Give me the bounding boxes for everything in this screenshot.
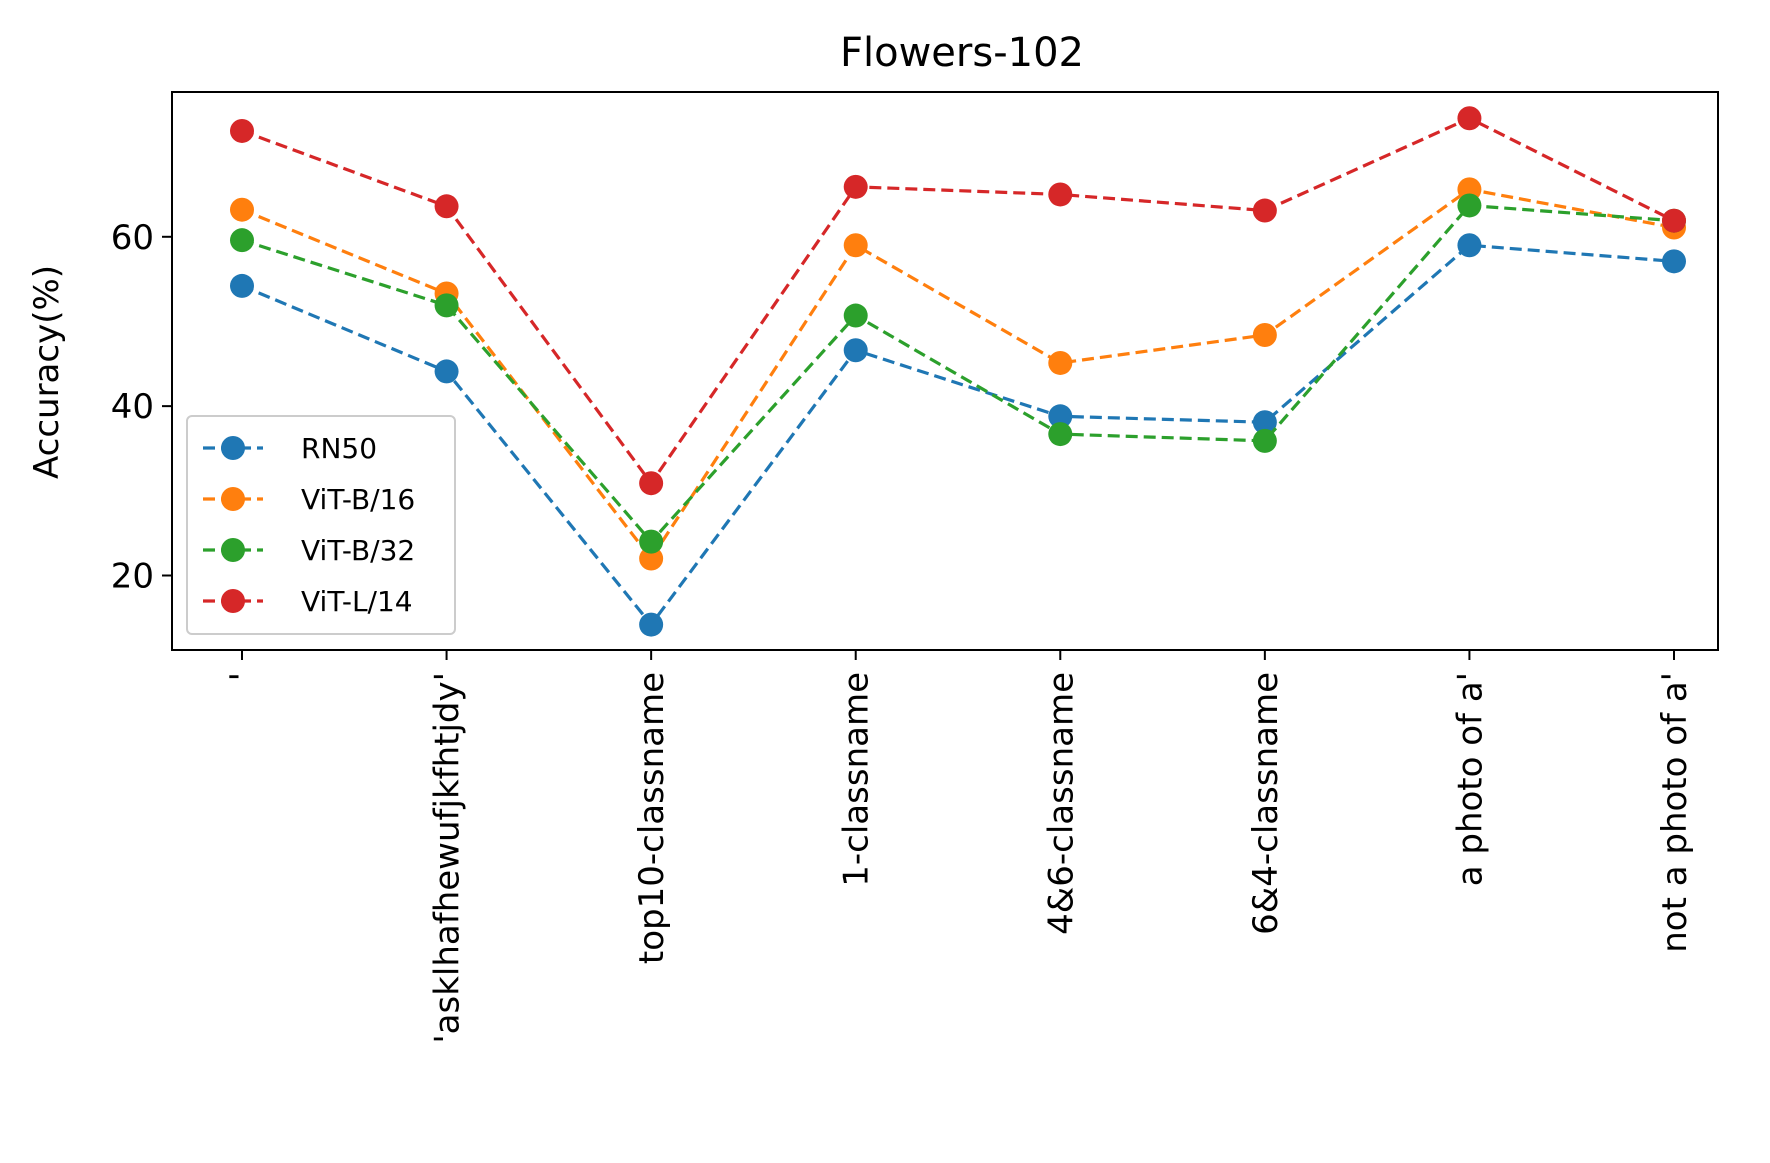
data-point: [434, 194, 459, 219]
data-point: [230, 197, 254, 222]
data-point: [1048, 350, 1073, 375]
legend-label: ViT-B/16: [301, 483, 415, 516]
legend: RN50 ViT-B/16 ViT-B/32 ViT-L/14: [186, 415, 456, 635]
data-point: [1048, 422, 1073, 447]
y-axis-label: Accuracy(%): [27, 265, 67, 479]
legend-label: ViT-B/32: [301, 534, 415, 567]
series-line: [241, 203, 1675, 545]
data-point: [1457, 233, 1482, 258]
data-point: [843, 338, 868, 363]
y-tick-label: 40: [111, 387, 154, 427]
data-point: [1662, 249, 1686, 274]
data-point: [1048, 182, 1073, 207]
data-point: [434, 359, 459, 384]
data-point: [1252, 198, 1277, 223]
data-point: [639, 471, 664, 496]
data-point: [1252, 323, 1277, 348]
series-line: [241, 116, 1675, 486]
x-tick-label: 4&6-classname: [1041, 672, 1081, 935]
legend-swatch-marker: [221, 589, 245, 613]
data-point: [1252, 410, 1277, 435]
x-tick-label: ': [223, 672, 263, 681]
x-tick-label: top10-classname: [632, 672, 672, 964]
data-point: [230, 228, 254, 253]
series-line: [241, 187, 1675, 562]
data-point: [843, 233, 868, 258]
data-point: [230, 273, 254, 298]
legend-label: ViT-L/14: [301, 585, 413, 618]
x-tick-label: 'asklhafhewufjkfhtjdy': [428, 672, 468, 1044]
x-tick-label: 6&4-classname: [1246, 672, 1286, 935]
plot-frame: [171, 91, 1719, 651]
legend-box: [186, 415, 456, 635]
y-tick-label: 20: [111, 556, 154, 596]
data-point: [1252, 428, 1277, 453]
chart-title: Flowers-102: [840, 30, 1084, 76]
data-point: [230, 118, 254, 143]
x-tick-label: 1-classname: [837, 672, 877, 887]
series-line: [241, 243, 1675, 628]
data-point: [639, 529, 664, 554]
data-point: [639, 612, 664, 637]
y-tick-label: 60: [111, 218, 154, 258]
data-point: [1457, 106, 1482, 131]
data-point: [1662, 208, 1686, 233]
legend-swatch-marker: [221, 436, 245, 460]
data-point: [1457, 193, 1482, 218]
plot-area: [230, 106, 1686, 637]
legend-swatch-marker: [221, 538, 245, 562]
data-point: [843, 303, 868, 328]
x-tick-label: not a photo of a': [1655, 672, 1695, 953]
x-tick-label: a photo of a': [1450, 672, 1490, 886]
legend-swatch-marker: [221, 487, 245, 511]
data-point: [1048, 404, 1073, 429]
legend-label: RN50: [301, 432, 377, 465]
data-point: [639, 546, 664, 571]
data-point: [843, 174, 868, 199]
data-point: [434, 293, 459, 318]
